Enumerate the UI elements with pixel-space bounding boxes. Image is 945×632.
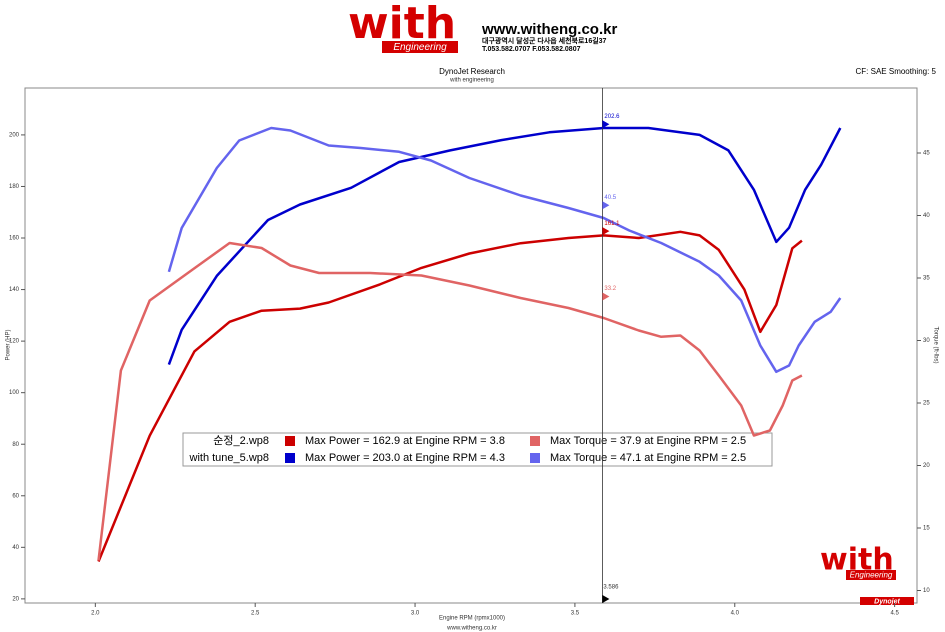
cursor-label: 202.6	[604, 114, 620, 120]
y-tick-label: 20	[12, 596, 19, 602]
x-tick-label: 4.5	[890, 611, 899, 617]
x-axis-label: Engine RPM (rpmx1000)	[439, 616, 505, 622]
series-line	[167, 126, 842, 366]
y2-tick-label: 15	[923, 526, 930, 532]
header-logo: with	[348, 0, 456, 49]
y-tick-label: 120	[9, 339, 20, 345]
header-logo-sub: Engineering	[393, 42, 447, 53]
y-tick-label: 180	[9, 184, 20, 190]
cursor-x-marker	[602, 595, 610, 603]
legend-swatch	[530, 436, 540, 446]
brand-band	[860, 597, 914, 605]
y-tick-label: 80	[12, 442, 19, 448]
x-tick-label: 4.0	[731, 611, 740, 617]
y2-tick-label: 10	[923, 588, 930, 594]
cursor-x-label: 3.586	[603, 585, 619, 591]
footer-logo-band	[846, 570, 896, 580]
y-tick-label: 140	[9, 287, 20, 293]
legend-box	[182, 432, 773, 467]
legend-label: Max Power = 162.9 at Engine RPM = 3.8	[305, 435, 505, 447]
chart-title: DynoJet Research	[439, 67, 505, 76]
chart-subtitle: with engineering	[449, 78, 494, 84]
y-tick-label: 60	[12, 493, 19, 499]
legend-file: with tune_5.wp8	[189, 452, 270, 464]
legend-swatch	[285, 453, 295, 463]
cursor-label: 33.2	[604, 286, 616, 292]
y-axis-label: Power (HP)	[6, 329, 12, 360]
cursor-marker	[602, 120, 610, 129]
legend-label: Max Power = 203.0 at Engine RPM = 4.3	[305, 452, 505, 464]
cursor-label: 161.1	[604, 221, 620, 227]
cursor-marker	[602, 292, 610, 301]
y2-axis-label: Torque (ft-lbs)	[932, 326, 938, 363]
header-address: 대구광역시 달성군 다사읍 세천북로16길37	[482, 36, 607, 45]
cursor-marker	[602, 201, 610, 210]
legend-swatch	[285, 436, 295, 446]
y2-tick-label: 20	[923, 463, 930, 469]
x-tick-label: 3.0	[411, 611, 420, 617]
legend-file: 순정_2.wp8	[213, 434, 269, 447]
y2-tick-label: 25	[923, 401, 930, 407]
header-phone: T.053.582.0707 F.053.582.0807	[482, 46, 581, 53]
y2-tick-label: 30	[923, 338, 930, 344]
footer-logo-sub: Engineering	[850, 571, 893, 580]
x-tick-label: 2.0	[91, 611, 100, 617]
series-line	[97, 241, 803, 561]
y-tick-label: 160	[9, 236, 20, 242]
x-tick-label: 2.5	[251, 611, 260, 617]
y-tick-label: 40	[12, 545, 19, 551]
x-tick-label: 3.5	[571, 611, 580, 617]
y-tick-label: 200	[9, 132, 20, 138]
legend-label: Max Torque = 37.9 at Engine RPM = 2.5	[550, 435, 746, 447]
y2-tick-label: 45	[923, 151, 930, 157]
cursor-marker	[602, 227, 610, 236]
plot-frame	[24, 87, 918, 604]
logo-band	[382, 41, 458, 53]
header-url: www.witheng.co.kr	[481, 21, 617, 38]
settings-text: CF: SAE Smoothing: 5	[856, 67, 937, 76]
y2-tick-label: 35	[923, 276, 930, 282]
series-line	[97, 230, 803, 562]
legend-label: Max Torque = 47.1 at Engine RPM = 2.5	[550, 452, 746, 464]
legend-swatch	[530, 453, 540, 463]
brand-logo: Dynojet	[874, 598, 900, 605]
series-line	[167, 126, 842, 374]
legend: 순정_2.wp8 Max Power = 162.9 at Engine RPM …	[182, 432, 773, 467]
cursor-label: 40.5	[604, 195, 616, 201]
y-tick-label: 100	[9, 390, 20, 396]
footer-url: www.witheng.co.kr	[446, 626, 497, 632]
y2-tick-label: 40	[923, 213, 930, 219]
